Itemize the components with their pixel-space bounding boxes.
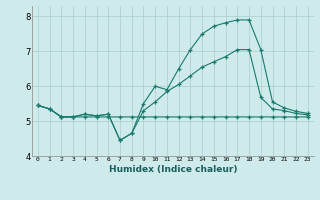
X-axis label: Humidex (Indice chaleur): Humidex (Indice chaleur): [108, 165, 237, 174]
